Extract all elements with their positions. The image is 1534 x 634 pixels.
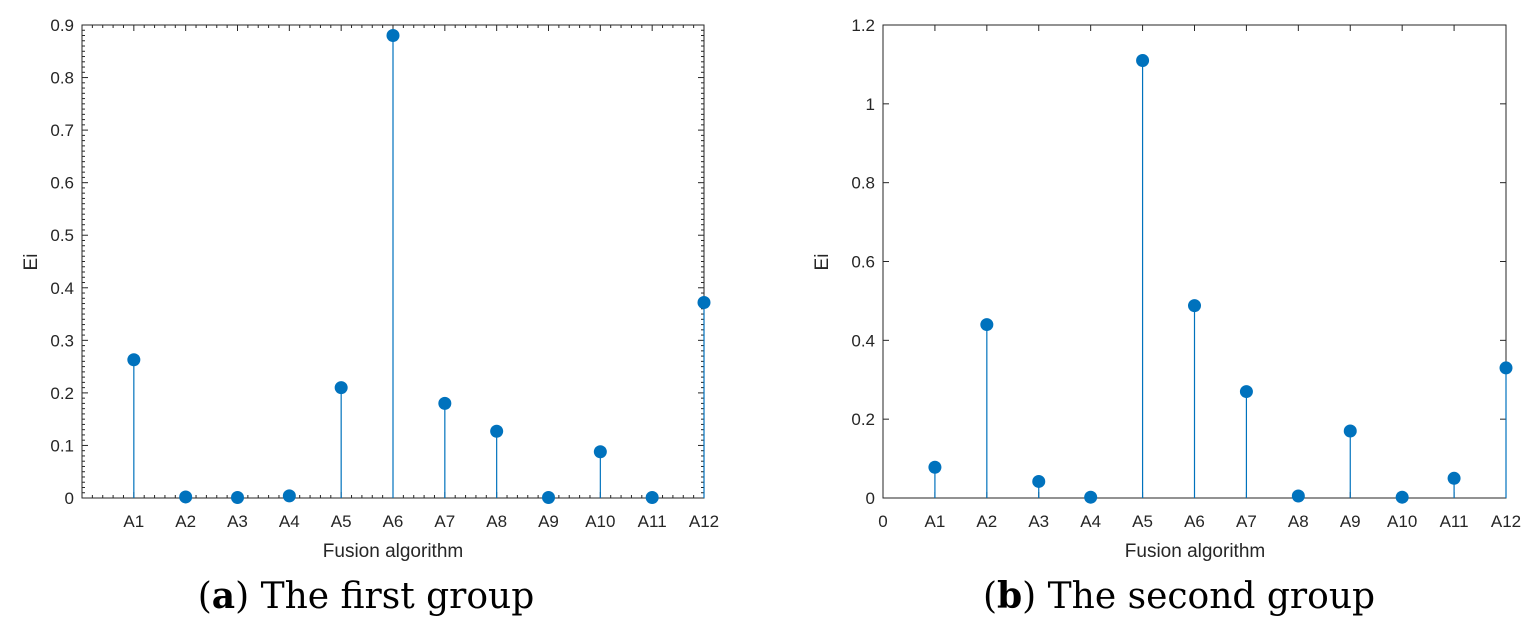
stem-marker — [1032, 474, 1046, 488]
x-tick-label: A8 — [1288, 512, 1309, 531]
stem-marker — [1188, 299, 1201, 313]
y-tick-label: 0.5 — [50, 226, 74, 245]
x-tick-label: A9 — [1340, 512, 1361, 531]
stem-marker — [334, 381, 348, 395]
x-tick-label: A7 — [1236, 512, 1257, 531]
stem-marker — [1447, 471, 1461, 485]
y-tick-label: 0.6 — [50, 174, 74, 193]
y-tick-label: 0.9 — [50, 16, 74, 35]
x-tick-label: A9 — [538, 512, 559, 531]
x-tick-label: A3 — [227, 512, 248, 531]
x-axis-label: Fusion algorithm — [323, 541, 463, 562]
y-tick-label: 0 — [866, 489, 875, 508]
y-ticks: 0 0.1 0.2 0.3 0.4 0.5 0.6 0.7 0.8 0.9 — [50, 16, 704, 508]
stem-marker — [1395, 490, 1409, 504]
x-tick-label: A5 — [331, 512, 352, 531]
x-tick-label: A1 — [123, 512, 144, 531]
x-tick-label: A10 — [1387, 512, 1417, 531]
caption-text: The first group — [261, 576, 535, 617]
x-tick-label: A5 — [1132, 512, 1153, 531]
stem-marker — [1084, 490, 1098, 504]
x-tick-label: A3 — [1028, 512, 1049, 531]
stem-marker — [542, 490, 555, 504]
caption-letter: b — [997, 575, 1022, 617]
y-tick-label: 0.1 — [50, 436, 74, 455]
x-tick-label: A11 — [638, 512, 667, 531]
y-tick-label: 0.8 — [50, 69, 74, 88]
chart-panel-a: 00.10.20.30.40.50.60.70.80.9 A1 A2 A3 A4 A5 A… — [21, 16, 719, 617]
y-axis-label: Ei — [812, 254, 833, 271]
caption-letter: a — [212, 575, 235, 617]
y-tick-label: 0.2 — [50, 384, 74, 403]
stem-marker — [490, 424, 504, 438]
panel-caption: (b) The second group — [983, 575, 1375, 617]
x-tick-label: A7 — [434, 512, 455, 531]
y-tick-label: 1.2 — [851, 16, 875, 35]
caption-text: The second group — [1048, 576, 1375, 617]
stem-marker — [438, 396, 452, 410]
stem-marker — [386, 29, 400, 43]
y-tick-label: 1 — [866, 95, 875, 114]
stem-marker — [1136, 53, 1150, 67]
x-tick-label: A2 — [976, 512, 997, 531]
minor-ticks — [82, 25, 704, 498]
stems — [127, 29, 711, 504]
x-tick-label: A12 — [1491, 512, 1521, 531]
x-tick-label: A12 — [689, 512, 719, 531]
x-tick-label: A8 — [486, 512, 507, 531]
stem-marker — [980, 318, 994, 332]
stem-marker — [1343, 424, 1357, 438]
x-tick-label: 0 — [878, 512, 887, 531]
stem-marker — [928, 460, 942, 474]
y-tick-label: 0.8 — [851, 174, 875, 193]
stem-marker — [697, 295, 711, 309]
x-tick-label: A2 — [175, 512, 196, 531]
stems — [928, 53, 1513, 504]
y-tick-label: 0.3 — [50, 331, 74, 350]
stem-marker — [231, 490, 244, 504]
stem-marker — [282, 489, 296, 503]
x-tick-label: A10 — [585, 512, 615, 531]
stem-marker — [1291, 489, 1305, 503]
x-tick-label: A1 — [925, 512, 946, 531]
x-ticks: A1 A2 A3 A4 A5 A6 A7 A8 A9 A10 A11 A12 — [123, 25, 719, 531]
x-tick-label: A6 — [383, 512, 404, 531]
y-tick-label: 0.4 — [50, 279, 74, 298]
y-tick-label: 0 — [65, 489, 74, 508]
x-axis-label: Fusion algorithm — [1125, 541, 1265, 562]
stem-marker — [593, 445, 607, 459]
y-axis-label: Ei — [21, 254, 42, 271]
stem-marker — [645, 490, 659, 504]
x-tick-label: A4 — [279, 512, 300, 531]
stem-marker — [179, 490, 193, 504]
panel-caption: (a) The first group — [198, 575, 535, 617]
x-tick-label: A4 — [1080, 512, 1101, 531]
y-tick-label: 0.7 — [50, 121, 74, 140]
y-ticks: 0 0.2 0.4 0.6 0.8 1 1.2 — [851, 16, 1506, 508]
x-tick-label: A11 — [1440, 512, 1469, 531]
stem-marker — [127, 353, 141, 367]
chart-panel-b: 0 0.2 0.4 0.6 0.8 1 1.2 0 A1 A2 A3 A4 A5 A6 A7 A8 A9 A10… — [812, 16, 1521, 617]
y-tick-label: 0.2 — [851, 410, 875, 429]
y-tick-label: 0.4 — [851, 331, 875, 350]
y-tick-label: 0.6 — [851, 253, 875, 272]
stem-marker — [1239, 385, 1253, 399]
x-tick-label: A6 — [1184, 512, 1205, 531]
stem-marker — [1499, 361, 1513, 375]
